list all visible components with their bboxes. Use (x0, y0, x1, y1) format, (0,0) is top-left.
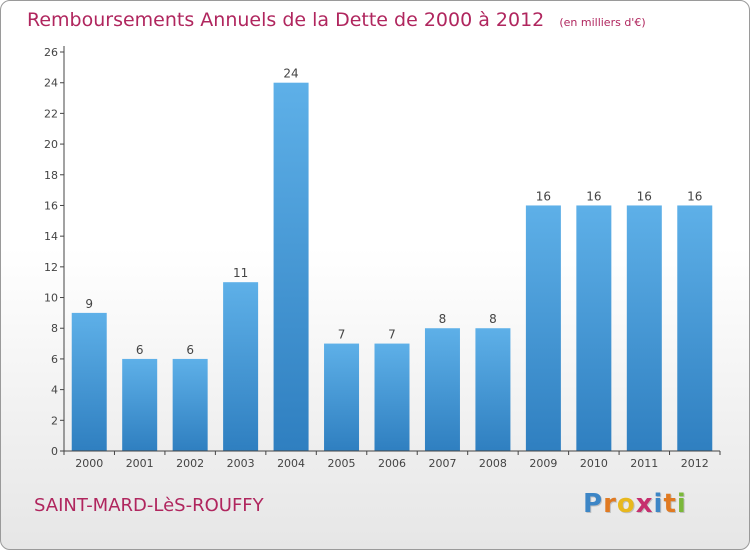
bar-2001 (122, 358, 158, 451)
x-tick-label-2005: 2005 (328, 457, 356, 470)
chart-subtitle: (en milliers d'€) (559, 16, 646, 29)
value-label-2012: 16 (687, 189, 702, 203)
x-tick-label-2004: 2004 (277, 457, 305, 470)
chart-title: Remboursements Annuels de la Dette de 20… (27, 9, 545, 31)
x-tick-label-2001: 2001 (126, 457, 154, 470)
value-label-2003: 11 (233, 266, 248, 280)
value-label-2000: 9 (85, 297, 93, 311)
x-tick-label-2012: 2012 (681, 457, 709, 470)
x-tick-label-2007: 2007 (428, 457, 456, 470)
bar-2002 (172, 358, 208, 451)
y-tick-label-0: 0 (51, 445, 58, 458)
bar-2011 (626, 205, 662, 451)
y-tick-label-16: 16 (44, 199, 58, 212)
y-tick-label-6: 6 (51, 353, 58, 366)
y-tick-label-18: 18 (44, 169, 58, 182)
x-tick-label-2010: 2010 (580, 457, 608, 470)
x-tick-label-2002: 2002 (176, 457, 204, 470)
x-tick-label-2006: 2006 (378, 457, 406, 470)
value-label-2004: 24 (283, 67, 298, 81)
value-label-2010: 16 (586, 189, 601, 203)
y-tick-label-24: 24 (44, 77, 58, 90)
value-label-2011: 16 (637, 189, 652, 203)
brand-letter: t (663, 489, 677, 519)
x-tick-label-2000: 2000 (75, 457, 103, 470)
y-tick-label-20: 20 (44, 138, 58, 151)
value-label-2006: 7 (388, 328, 396, 342)
y-tick-label-26: 26 (44, 46, 58, 59)
x-tick-label-2011: 2011 (630, 457, 658, 470)
x-tick-label-2008: 2008 (479, 457, 507, 470)
y-tick-label-22: 22 (44, 107, 58, 120)
bars-layer (71, 82, 713, 451)
y-tick-label-12: 12 (44, 261, 58, 274)
y-tick-label-2: 2 (51, 414, 58, 427)
bar-2008 (475, 328, 511, 451)
bar-2005 (324, 343, 360, 451)
x-tick-label-2009: 2009 (529, 457, 557, 470)
bar-2007 (424, 328, 460, 451)
brand-letter: P (583, 489, 604, 519)
title-row: Remboursements Annuels de la Dette de 20… (27, 9, 646, 31)
value-label-2007: 8 (439, 312, 447, 326)
value-label-2002: 6 (186, 343, 194, 357)
y-tick-label-4: 4 (51, 384, 58, 397)
bar-2009 (525, 205, 561, 451)
y-tick-label-8: 8 (51, 322, 58, 335)
value-label-2008: 8 (489, 312, 497, 326)
axis-layer (60, 46, 721, 455)
bar-2000 (71, 312, 107, 451)
bar-2006 (374, 343, 410, 451)
value-label-2009: 16 (536, 189, 551, 203)
value-label-2001: 6 (136, 343, 144, 357)
brand-letter: o (616, 489, 636, 519)
bar-2004 (273, 82, 309, 451)
brand-letter: r (603, 489, 617, 519)
value-label-2005: 7 (338, 328, 346, 342)
labels-layer: 9200062001620021120032420047200572006820… (44, 46, 709, 470)
brand-logo: Proxiti (583, 489, 687, 519)
bar-2012 (677, 205, 713, 451)
city-name: SAINT-MARD-LèS-ROUFFY (34, 495, 264, 516)
bar-2003 (223, 282, 259, 451)
bar-2010 (576, 205, 612, 451)
brand-letter: x (635, 489, 654, 519)
y-tick-label-14: 14 (44, 230, 58, 243)
brand-letter: i (676, 489, 687, 519)
x-tick-label-2003: 2003 (227, 457, 255, 470)
y-tick-label-10: 10 (44, 292, 58, 305)
brand-letter: i (653, 489, 664, 519)
